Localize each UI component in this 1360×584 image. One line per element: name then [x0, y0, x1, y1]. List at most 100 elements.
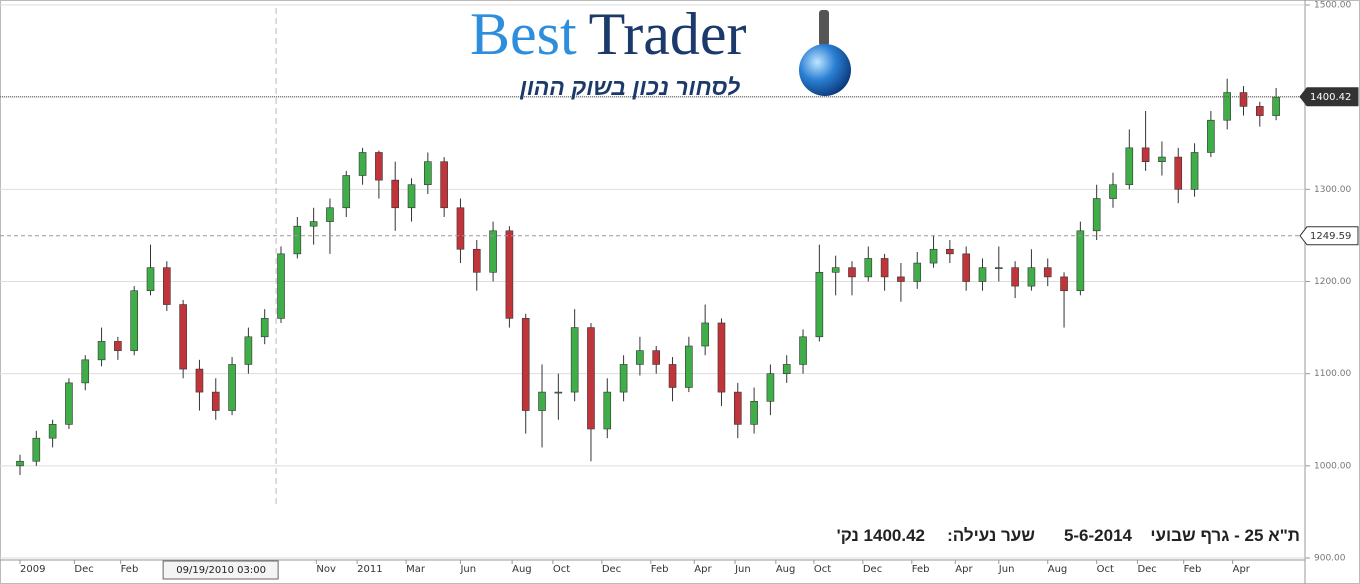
candle-body — [1256, 106, 1264, 116]
candle-body — [163, 267, 171, 305]
candle-body — [1272, 96, 1280, 116]
candle-body — [1027, 267, 1036, 287]
candle-body — [489, 230, 497, 273]
candle-body — [424, 161, 432, 186]
candle-body — [358, 152, 367, 176]
candle-body — [799, 336, 807, 365]
candle-body — [864, 258, 873, 278]
candle-body — [505, 230, 514, 319]
candle-body — [1109, 184, 1117, 199]
x-tick-label: Feb — [651, 564, 669, 575]
candle-body — [929, 248, 938, 264]
logo-globe — [799, 44, 851, 96]
candle-body — [587, 327, 595, 430]
candle-body — [848, 267, 856, 278]
candle-body — [1207, 119, 1215, 153]
candle-body — [994, 267, 1003, 269]
candle-body — [652, 350, 661, 365]
candle-body — [717, 322, 726, 393]
candle-body — [293, 225, 302, 255]
candle-body — [554, 391, 563, 394]
candle-body — [603, 391, 612, 430]
x-tick-label: Apr — [1233, 564, 1251, 575]
note: 1400.42 נק' — [836, 526, 925, 545]
candle-body — [244, 336, 253, 365]
logo-icon — [819, 10, 829, 46]
x-tick-label: Apr — [694, 564, 712, 575]
candle-body — [1043, 267, 1052, 278]
logo: Best Trader — [470, 1, 746, 67]
tagline: לסחור נכון בשוק ההון — [519, 74, 741, 100]
candle-body — [978, 267, 987, 282]
candle-body — [211, 391, 220, 411]
x-tick-label: Oct — [553, 564, 570, 575]
candle-body — [456, 207, 465, 250]
logo-part: Trader — [589, 1, 747, 67]
x-tick-label: Jun — [998, 564, 1015, 575]
candle-body — [326, 207, 334, 222]
candle-body — [146, 267, 155, 292]
candle-body — [130, 290, 138, 351]
candle-body — [668, 364, 677, 388]
x-tick-label: 2011 — [357, 564, 382, 575]
candle-body — [32, 437, 41, 462]
candle-body — [342, 175, 351, 209]
candle-body — [701, 322, 709, 347]
candle-body — [277, 253, 285, 319]
candle-body — [81, 359, 90, 384]
candle-body — [521, 318, 530, 411]
note: שער נעילה: — [947, 526, 1035, 545]
candle-body — [1141, 147, 1150, 162]
x-tick-label: Oct — [1097, 564, 1114, 575]
logo-part: Best — [470, 1, 577, 67]
price-tag — [1299, 226, 1359, 246]
crosshair-box — [162, 560, 279, 580]
candle-body — [472, 248, 481, 273]
candle-body — [766, 373, 775, 402]
candle-body — [782, 364, 791, 374]
x-tick-label: Jun — [459, 564, 476, 575]
candle-body — [685, 345, 693, 388]
y-tick-label: 1000.00 — [1314, 461, 1351, 471]
candle-body — [1011, 267, 1019, 287]
candle-body — [733, 391, 742, 425]
x-tick-label: Aug — [776, 564, 796, 575]
candle-body — [1076, 230, 1085, 292]
y-tick-label: 900.00 — [1314, 554, 1346, 564]
candle-body — [815, 271, 824, 338]
candle-body — [619, 364, 628, 393]
candle-body — [48, 424, 57, 439]
candle-body — [1092, 198, 1101, 232]
x-tick-label: Mar — [406, 564, 426, 575]
y-tick-label: 1100.00 — [1314, 369, 1351, 379]
candle-body — [1223, 92, 1231, 121]
candle-body — [1174, 156, 1183, 190]
candle-body — [16, 460, 24, 467]
x-tick-label: Oct — [814, 564, 831, 575]
candle-body — [97, 341, 106, 361]
candle-body — [636, 350, 644, 365]
x-tick-label: Feb — [121, 564, 139, 575]
y-tick-label: 1300.00 — [1314, 185, 1351, 195]
candle-body — [195, 368, 204, 393]
price-tag — [1299, 87, 1359, 107]
candle-body — [1060, 276, 1068, 292]
candle-body — [179, 304, 187, 370]
y-tick-label: 1500.00 — [1314, 1, 1351, 11]
x-tick-label: Dec — [74, 564, 93, 575]
candle-body — [831, 267, 840, 273]
x-tick-label: Aug — [512, 564, 532, 575]
candle-body — [391, 179, 400, 209]
x-tick-label: Dec — [863, 564, 882, 575]
candle-body — [114, 341, 122, 351]
candle-body — [570, 327, 579, 393]
candle-body — [750, 401, 758, 425]
x-tick-label: Nov — [316, 564, 336, 575]
candle-body — [962, 253, 970, 282]
candle-body — [65, 382, 73, 425]
candle-body — [440, 161, 448, 209]
candle-body — [897, 276, 905, 282]
candle-body — [880, 258, 889, 278]
